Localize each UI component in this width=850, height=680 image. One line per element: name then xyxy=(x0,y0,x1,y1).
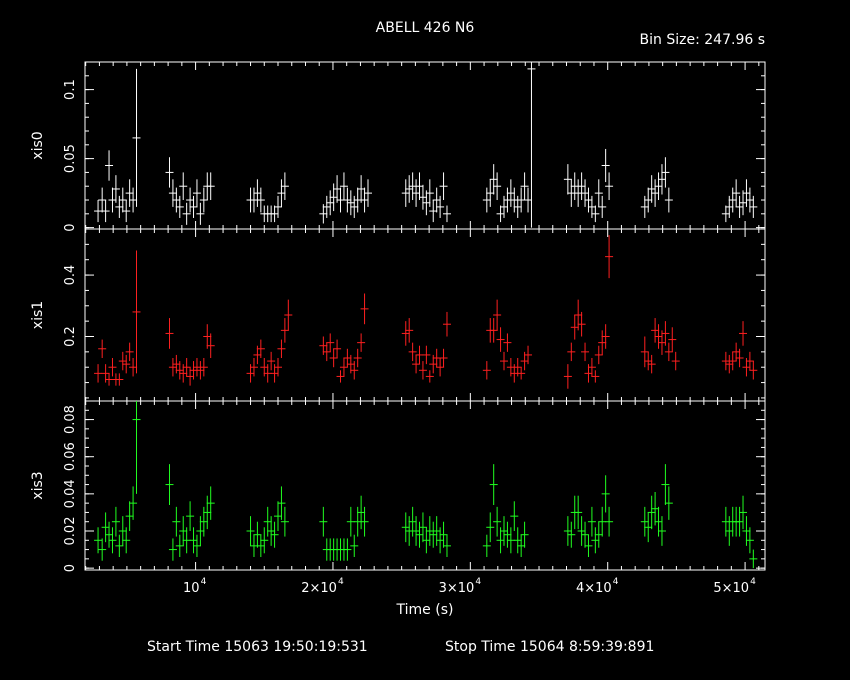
stop-time-label: Stop Time 15064 8:59:39:891 xyxy=(445,639,654,655)
panel-xis1: 0.2 0.4 xis1 xyxy=(30,228,766,402)
y-tick-label: 0.08 xyxy=(63,405,78,434)
x-tick-exponent: 4 xyxy=(750,577,756,587)
x-tick-exponent: 4 xyxy=(475,577,481,587)
xis3-series xyxy=(94,401,758,569)
panel-frame xyxy=(84,400,766,571)
y-tick-label: 0.4 xyxy=(63,265,78,286)
y-tick-label: 0.1 xyxy=(63,79,78,100)
y-tick-label: 0.06 xyxy=(63,442,78,471)
x-axis-ticks: 10 4 2×10 4 3×10 4 4×10 4 5×10 4 xyxy=(183,577,756,596)
x-tick-exponent: 4 xyxy=(613,577,619,587)
y-axis-label: xis3 xyxy=(30,471,46,499)
x-tick-exponent: 4 xyxy=(338,577,344,587)
panel-xis0: 0 0.05 0.1 xis0 xyxy=(30,61,766,232)
panel-xis3: 0 0.02 0.04 0.06 0.08 xis3 xyxy=(30,400,766,572)
start-time-label: Start Time 15063 19:50:19:531 xyxy=(147,639,368,655)
y-tick-label: 0.04 xyxy=(63,479,78,508)
x-tick-label: 2×10 xyxy=(301,581,337,596)
y-tick-label: 0 xyxy=(63,564,78,572)
x-tick-exponent: 4 xyxy=(201,577,207,587)
xis0-series xyxy=(94,62,758,228)
panels: 0 0.05 0.1 xis0 0.2 0.4 xis1 0 0.02 0.04 0.06 0.08 x… xyxy=(30,61,766,572)
bin-size-label: Bin Size: 247.96 s xyxy=(640,32,765,48)
x-tick-label: 4×10 xyxy=(576,581,612,596)
y-tick-label: 0.02 xyxy=(63,517,78,546)
xis1-series xyxy=(94,235,758,389)
x-tick-label: 5×10 xyxy=(713,581,749,596)
y-axis-label: xis1 xyxy=(30,301,46,329)
y-tick-label: 0 xyxy=(63,223,78,231)
x-axis-label: Time (s) xyxy=(396,602,454,618)
x-tick-label: 10 xyxy=(183,581,200,596)
y-axis-label: xis0 xyxy=(30,131,46,159)
y-tick-label: 0.05 xyxy=(63,144,78,173)
y-tick-label: 0.2 xyxy=(63,326,78,347)
chart-title: ABELL 426 N6 xyxy=(376,20,475,36)
x-tick-label: 3×10 xyxy=(439,581,475,596)
